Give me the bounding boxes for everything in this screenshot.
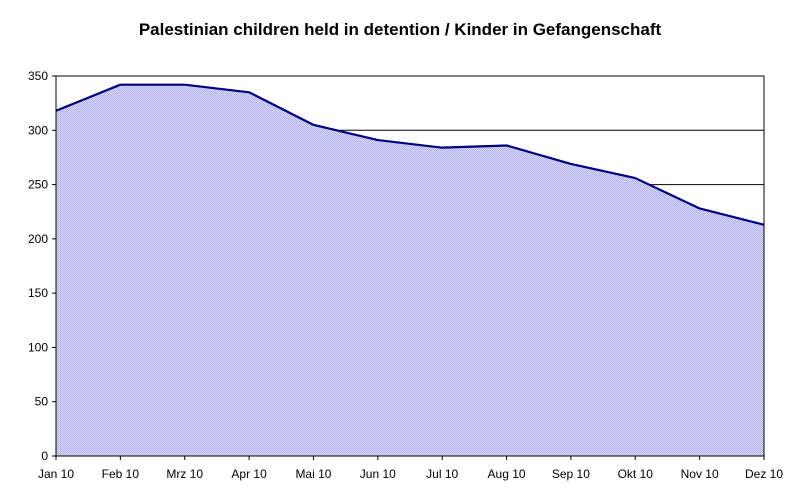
x-tick-label: Sep 10 xyxy=(552,467,590,481)
y-tick-label: 250 xyxy=(28,178,48,192)
series-line xyxy=(55,83,765,226)
x-tick-label: Feb 10 xyxy=(102,467,140,481)
x-tick-label: Dez 10 xyxy=(745,467,783,481)
x-tick-label: Okt 10 xyxy=(618,467,654,481)
x-tick-label: Jan 10 xyxy=(38,467,74,481)
y-tick-label: 50 xyxy=(35,395,49,409)
y-tick-label: 350 xyxy=(28,69,48,83)
x-tick-label: Mrz 10 xyxy=(166,467,203,481)
y-tick-label: 150 xyxy=(28,286,48,300)
y-axis-ticks: 0 50 100 150 200 250 300 350 xyxy=(28,69,56,463)
y-tick-label: 0 xyxy=(41,449,48,463)
x-tick-label: Aug 10 xyxy=(488,467,526,481)
x-tick-label: Mai 10 xyxy=(295,467,331,481)
y-tick-label: 300 xyxy=(28,123,48,137)
chart-title: Palestinian children held in detention /… xyxy=(138,20,662,39)
axes xyxy=(55,75,765,457)
x-axis-ticks: Jan 10 Feb 10 Mrz 10 Apr 10 Mai 10 Jun 10 Jul … xyxy=(38,456,783,481)
x-tick-label: Apr 10 xyxy=(231,467,267,481)
x-tick-label: Jun 10 xyxy=(360,467,396,481)
x-tick-label: Jul 10 xyxy=(426,467,458,481)
y-tick-label: 100 xyxy=(28,340,48,354)
x-tick-label: Nov 10 xyxy=(681,467,719,481)
area-series xyxy=(55,83,765,456)
y-tick-label: 200 xyxy=(28,232,48,246)
area-fill xyxy=(56,84,764,456)
